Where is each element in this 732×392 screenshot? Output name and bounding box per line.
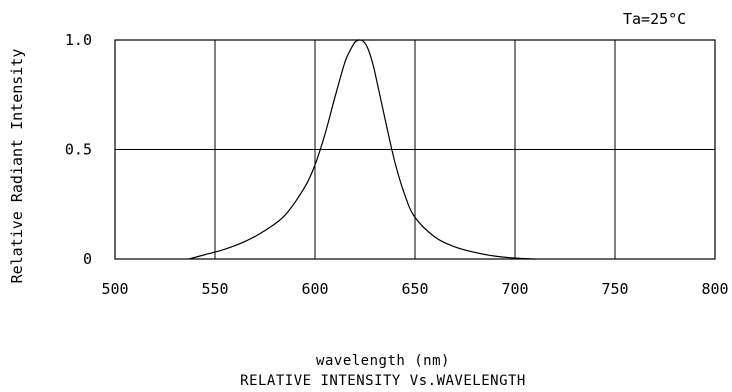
- series-line: [188, 39, 536, 260]
- y-tick-label: 0: [83, 250, 92, 268]
- y-tick-labels: 0 0.5 1.0: [65, 31, 92, 268]
- x-tick-label: 800: [701, 280, 728, 298]
- temperature-annotation: Ta=25°C: [623, 10, 686, 28]
- plot-frame: [114, 39, 716, 260]
- y-tick-label: 1.0: [65, 31, 92, 49]
- chart-title: RELATIVE INTENSITY Vs.WAVELENGTH: [240, 373, 526, 389]
- x-tick-label: 600: [301, 280, 328, 298]
- x-tick-label: 650: [401, 280, 428, 298]
- x-tick-label: 700: [501, 280, 528, 298]
- x-tick-label: 500: [101, 280, 128, 298]
- x-tick-label: 750: [601, 280, 628, 298]
- x-tick-labels: 500 550 600 650 700 750 800: [101, 280, 728, 298]
- grid: [115, 40, 715, 259]
- y-axis-label: Relative Radiant Intensity: [8, 49, 26, 284]
- y-tick-label: 0.5: [65, 141, 92, 159]
- x-tick-label: 550: [201, 280, 228, 298]
- x-axis-label: wavelength (nm): [316, 353, 450, 369]
